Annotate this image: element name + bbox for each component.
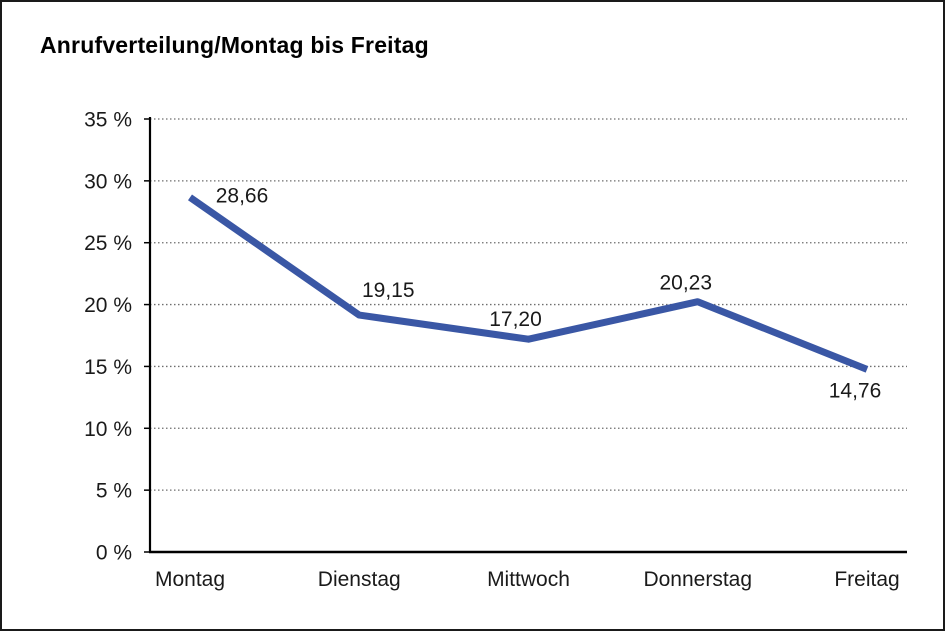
y-tick-label: 5 % <box>96 480 132 503</box>
data-point-label: 17,20 <box>489 308 542 331</box>
y-tick-label: 10 % <box>84 418 132 441</box>
data-point-label: 14,76 <box>829 379 882 402</box>
y-tick-label: 25 % <box>84 232 132 255</box>
x-category-label: Montag <box>155 568 225 591</box>
y-tick-label: 35 % <box>84 109 132 132</box>
y-tick-label: 15 % <box>84 356 132 379</box>
y-tick-label: 30 % <box>84 170 132 193</box>
x-category-label: Dienstag <box>318 568 401 591</box>
x-category-label: Mittwoch <box>487 568 570 591</box>
x-category-label: Donnerstag <box>643 568 752 591</box>
chart-title: Anrufverteilung/Montag bis Freitag <box>40 32 429 58</box>
y-tick-label: 0 % <box>96 542 132 565</box>
data-point-label: 19,15 <box>362 279 415 302</box>
x-category-label: Freitag <box>834 568 899 591</box>
data-line <box>188 194 869 373</box>
data-point-label: 28,66 <box>216 184 269 207</box>
data-point-label: 20,23 <box>659 272 712 295</box>
y-tick-label: 20 % <box>84 294 132 317</box>
